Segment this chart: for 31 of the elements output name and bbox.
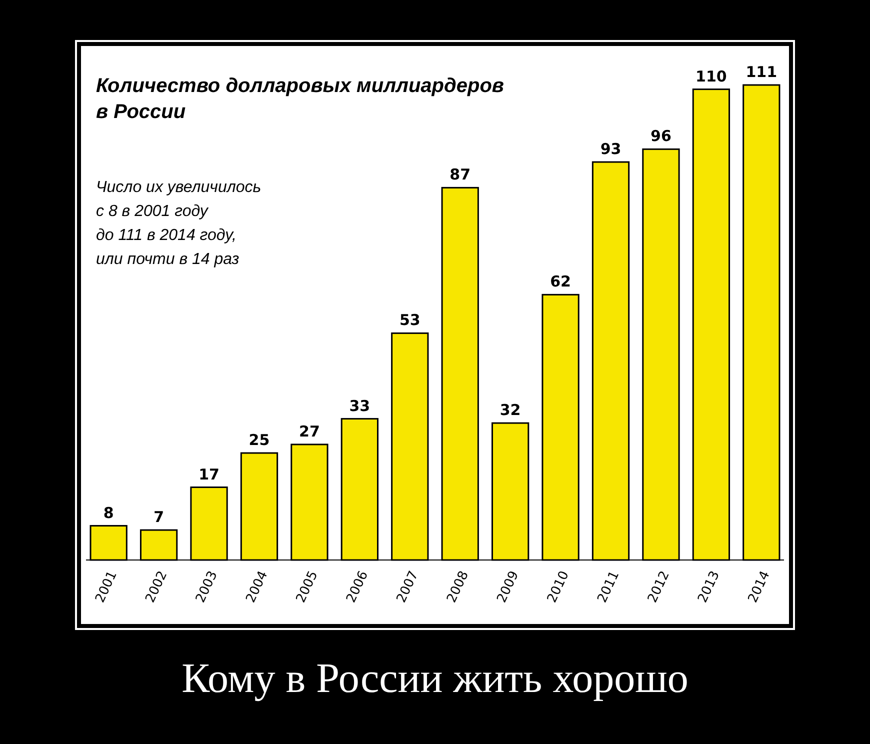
data-label: 7 bbox=[154, 508, 164, 526]
chart-title: Количество долларовых миллиардеров в России bbox=[96, 75, 504, 123]
data-label: 53 bbox=[399, 311, 420, 330]
text: Кому в России жить хорошо bbox=[182, 656, 688, 702]
data-label: 96 bbox=[650, 127, 672, 146]
x-tick-label: 2009 bbox=[494, 568, 522, 606]
x-tick-label: 2013 bbox=[695, 568, 724, 606]
data-label: 25 bbox=[248, 431, 270, 450]
x-tick-label: 2006 bbox=[344, 568, 372, 606]
x-tick-label: 2004 bbox=[244, 568, 272, 606]
x-tick-label: 2010 bbox=[544, 568, 572, 606]
x-tick-label: 2014 bbox=[746, 568, 774, 606]
data-label: 62 bbox=[550, 272, 571, 291]
text: Число их увеличилось с 8 в 2001 году до 111 в 2014 году, или почти в 14 раз bbox=[96, 179, 262, 268]
data-label: 111 bbox=[746, 63, 778, 81]
data-label: 33 bbox=[349, 396, 370, 415]
x-tick-label: 2001 bbox=[92, 568, 120, 606]
data-label: 8 bbox=[103, 504, 114, 522]
data-label: 27 bbox=[299, 422, 320, 440]
x-tick-label: 2012 bbox=[645, 568, 673, 606]
x-tick-label: 2008 bbox=[444, 568, 472, 606]
data-label: 17 bbox=[198, 465, 220, 484]
data-label: 32 bbox=[500, 401, 521, 420]
x-tick-label: 2002 bbox=[143, 568, 171, 606]
x-tick-label: 2003 bbox=[193, 568, 221, 606]
data-label: 87 bbox=[450, 166, 471, 184]
data-label: 110 bbox=[696, 67, 727, 86]
x-tick-label: 2007 bbox=[394, 568, 422, 606]
x-tick-label: 2005 bbox=[294, 568, 322, 606]
data-label: 93 bbox=[600, 140, 622, 158]
x-tick-label: 2011 bbox=[595, 568, 623, 606]
